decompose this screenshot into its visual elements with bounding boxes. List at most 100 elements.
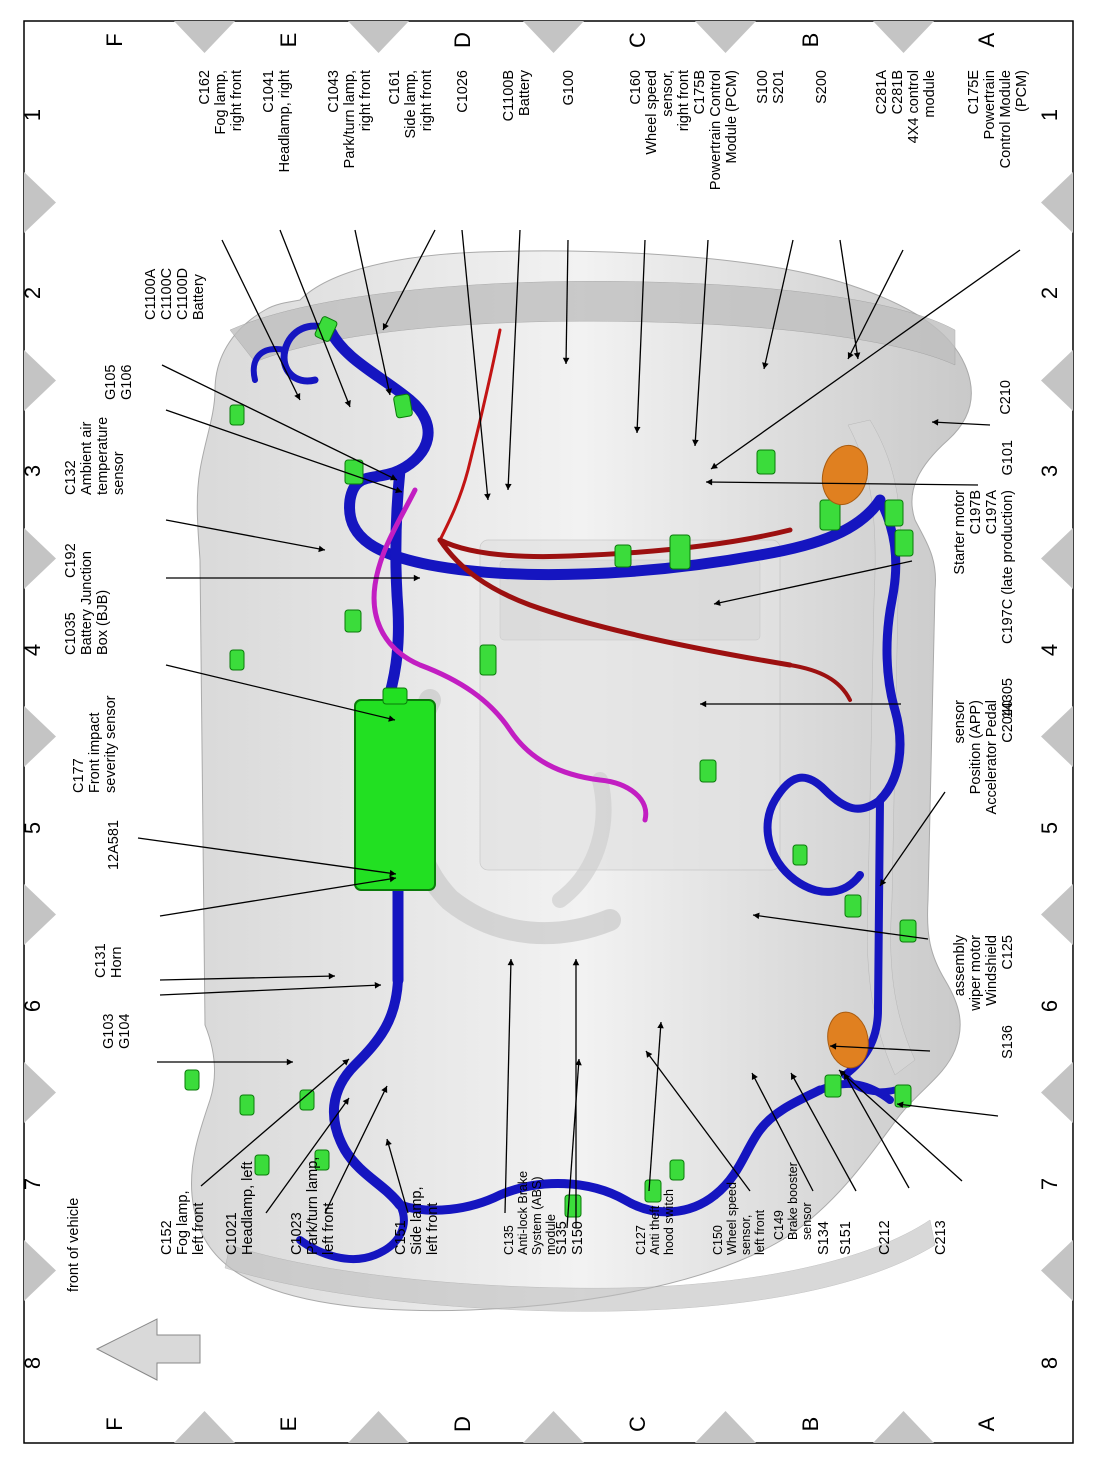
svg-text:(PCM): (PCM) <box>1014 70 1030 112</box>
svg-text:C131: C131 <box>93 943 109 978</box>
svg-text:G106: G106 <box>119 365 135 400</box>
svg-text:C1100A: C1100A <box>143 268 159 320</box>
svg-text:Accelerator Pedal: Accelerator Pedal <box>984 700 1000 814</box>
svg-text:C149: C149 <box>772 1210 786 1240</box>
svg-text:C175E: C175E <box>966 70 982 115</box>
svg-text:C1043: C1043 <box>326 70 342 113</box>
svg-text:sensor,: sensor, <box>660 70 676 117</box>
svg-text:C1100D: C1100D <box>175 268 191 320</box>
svg-text:hood switch: hood switch <box>662 1189 676 1255</box>
svg-text:module: module <box>922 70 938 118</box>
svg-text:right front: right front <box>358 70 374 131</box>
svg-text:Windshield: Windshield <box>984 935 1000 1006</box>
svg-text:C1021: C1021 <box>224 1212 240 1255</box>
svg-text:Side lamp,: Side lamp, <box>409 1186 425 1255</box>
svg-text:S134: S134 <box>816 1221 832 1255</box>
svg-text:C210: C210 <box>998 380 1014 415</box>
svg-text:C152: C152 <box>159 1220 175 1255</box>
svg-text:sensor: sensor <box>800 1202 814 1240</box>
svg-text:Fog lamp,: Fog lamp, <box>213 70 229 134</box>
svg-text:left front: left front <box>191 1203 207 1255</box>
svg-text:C197C (late production): C197C (late production) <box>1000 490 1016 644</box>
svg-text:S201: S201 <box>771 70 787 104</box>
svg-text:C160: C160 <box>628 70 644 105</box>
svg-text:G100: G100 <box>561 70 577 105</box>
svg-text:C1026: C1026 <box>455 70 471 113</box>
svg-text:C150: C150 <box>711 1225 725 1255</box>
svg-text:Fog lamp,: Fog lamp, <box>175 1191 191 1255</box>
svg-text:C197B: C197B <box>968 490 984 534</box>
svg-text:System (ABS): System (ABS) <box>530 1177 544 1256</box>
svg-text:C281B: C281B <box>890 70 906 114</box>
svg-text:Battery: Battery <box>517 69 533 116</box>
svg-text:Powertrain: Powertrain <box>982 70 998 139</box>
svg-text:left front: left front <box>321 1203 337 1255</box>
svg-text:C192: C192 <box>63 543 79 578</box>
svg-text:S151: S151 <box>838 1221 854 1255</box>
svg-text:Front impact: Front impact <box>87 712 103 793</box>
svg-text:Brake booster: Brake booster <box>786 1162 800 1240</box>
svg-text:Headlamp, left: Headlamp, left <box>240 1162 256 1256</box>
svg-text:Powertrain Control: Powertrain Control <box>708 70 724 190</box>
svg-text:Horn: Horn <box>109 947 125 978</box>
svg-text:C151: C151 <box>393 1220 409 1255</box>
svg-text:Battery: Battery <box>191 273 207 320</box>
svg-text:severity sensor: severity sensor <box>103 695 119 793</box>
svg-text:C213: C213 <box>933 1220 949 1255</box>
svg-text:left front: left front <box>753 1209 767 1255</box>
svg-text:right front: right front <box>419 70 435 131</box>
svg-text:C161: C161 <box>387 70 403 105</box>
svg-text:Headlamp, right: Headlamp, right <box>277 70 293 172</box>
svg-text:C177: C177 <box>71 758 87 793</box>
svg-text:G105: G105 <box>103 365 119 400</box>
svg-text:C1035: C1035 <box>63 612 79 655</box>
svg-text:S136: S136 <box>1000 1025 1016 1059</box>
svg-text:G103: G103 <box>101 1014 117 1049</box>
svg-text:G101: G101 <box>1000 440 1016 475</box>
svg-text:Ambient air: Ambient air <box>79 421 95 495</box>
svg-text:C135: C135 <box>502 1225 516 1255</box>
svg-text:Side lamp,: Side lamp, <box>403 70 419 139</box>
svg-text:C2040: C2040 <box>1000 700 1016 743</box>
svg-text:C197A: C197A <box>984 490 1000 535</box>
svg-text:12A581: 12A581 <box>106 820 122 870</box>
svg-text:assembly: assembly <box>952 934 968 996</box>
svg-text:C175B: C175B <box>692 70 708 114</box>
svg-text:sensor: sensor <box>111 451 127 495</box>
svg-text:4X4 control: 4X4 control <box>906 70 922 143</box>
svg-text:C1023: C1023 <box>289 1212 305 1255</box>
svg-text:C212: C212 <box>877 1220 893 1255</box>
svg-text:C281A: C281A <box>874 70 890 115</box>
svg-text:Starter motor: Starter motor <box>952 490 968 575</box>
svg-text:S100: S100 <box>755 70 771 104</box>
svg-text:Park/turn lamp,: Park/turn lamp, <box>305 1157 321 1255</box>
svg-text:Control Module: Control Module <box>998 70 1014 168</box>
svg-text:right front: right front <box>676 70 692 131</box>
svg-text:S200: S200 <box>814 70 830 104</box>
svg-text:C1100B: C1100B <box>501 70 517 121</box>
svg-text:Box (BJB): Box (BJB) <box>95 590 111 655</box>
svg-text:wiper motor: wiper motor <box>968 935 984 1012</box>
svg-text:Anti theft: Anti theft <box>648 1205 662 1255</box>
svg-text:Battery Junction: Battery Junction <box>79 551 95 655</box>
svg-text:S150: S150 <box>570 1221 586 1255</box>
svg-text:C162: C162 <box>197 70 213 105</box>
svg-text:Position (APP): Position (APP) <box>968 700 984 794</box>
svg-text:temperature: temperature <box>95 417 111 495</box>
svg-text:Park/turn lamp,: Park/turn lamp, <box>342 70 358 168</box>
svg-text:front of vehicle: front of vehicle <box>66 1198 82 1292</box>
svg-text:left front: left front <box>425 1203 441 1255</box>
svg-text:right front: right front <box>229 70 245 131</box>
svg-text:G104: G104 <box>117 1014 133 1049</box>
svg-text:Anti-lock Brake: Anti-lock Brake <box>516 1171 530 1255</box>
svg-text:C1041: C1041 <box>261 70 277 113</box>
svg-text:C1100C: C1100C <box>159 268 175 320</box>
svg-text:Wheel speed: Wheel speed <box>644 70 660 155</box>
svg-text:Module (PCM): Module (PCM) <box>724 70 740 163</box>
svg-text:sensor,: sensor, <box>739 1215 753 1255</box>
svg-text:sensor: sensor <box>952 700 968 744</box>
svg-text:C132: C132 <box>63 460 79 495</box>
svg-text:Wheel speed: Wheel speed <box>725 1182 739 1255</box>
svg-text:C125: C125 <box>1000 935 1016 970</box>
svg-text:C127: C127 <box>634 1225 648 1255</box>
